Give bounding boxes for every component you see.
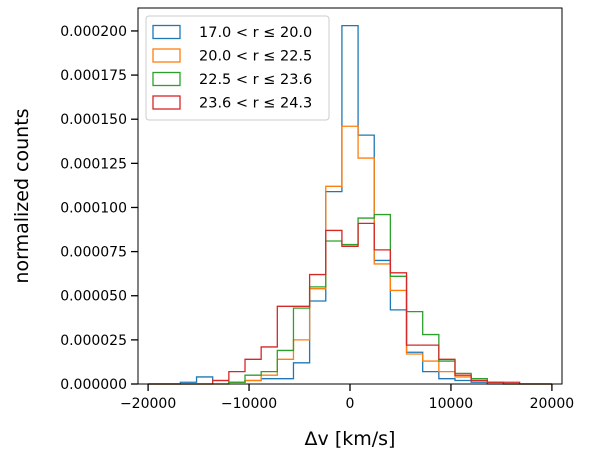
legend-label: 23.6 < r ≤ 24.3	[199, 96, 312, 112]
x-axis: −20000 −10000 0 10000 20000	[120, 384, 574, 412]
x-tick-label: −20000	[120, 396, 176, 412]
x-tick-label: 20000	[530, 396, 575, 412]
y-tick-label: 0.000100	[60, 200, 127, 216]
y-axis-title: normalized counts	[11, 108, 33, 283]
y-axis: 0.000000 0.000025 0.000050 0.000075 0.000100…	[60, 24, 138, 393]
histogram-series-group	[148, 25, 552, 385]
y-tick-label: 0.000075	[60, 245, 127, 261]
legend-swatch	[152, 48, 181, 63]
y-tick-label: 0.000175	[60, 68, 127, 84]
legend-swatch	[152, 24, 181, 40]
legend-label: 17.0 < r ≤ 20.0	[199, 25, 312, 41]
y-tick-label: 0.000200	[60, 24, 127, 40]
y-tick-label: 0.000125	[60, 156, 127, 172]
legend-swatch	[152, 71, 181, 87]
x-axis-title: Δv [km/s]	[305, 428, 396, 450]
x-tick-label: −10000	[221, 396, 277, 412]
legend: 17.0 < r ≤ 20.0 20.0 < r ≤ 22.5 22.5 < r ≤…	[145, 15, 330, 121]
y-tick-label: 0.000025	[60, 333, 127, 349]
legend-box	[145, 15, 330, 121]
legend-label: 20.0 < r ≤ 22.5	[199, 49, 312, 65]
x-tick-label: 0	[346, 396, 355, 412]
x-tick-label: 10000	[429, 396, 474, 412]
y-tick-label: 0.000150	[60, 112, 127, 128]
legend-label: 22.5 < r ≤ 23.6	[199, 72, 312, 88]
y-tick-label: 0.000050	[60, 289, 127, 305]
y-tick-label: 0.000000	[60, 377, 127, 393]
legend-swatch	[152, 95, 181, 110]
histogram-series-4	[148, 222, 552, 385]
